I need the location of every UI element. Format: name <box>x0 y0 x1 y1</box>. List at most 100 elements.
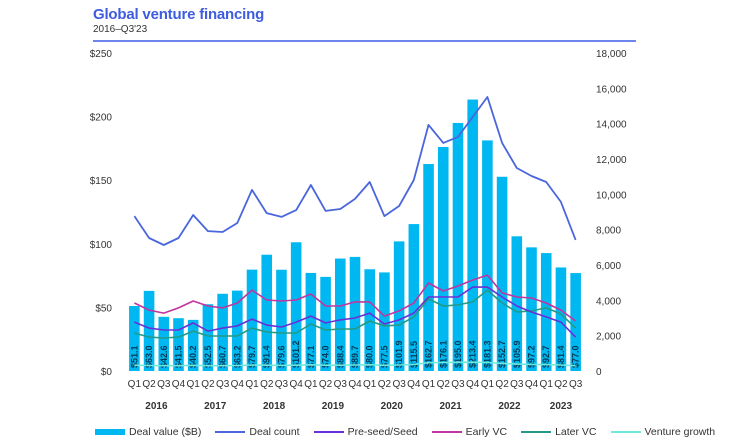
x-axis-quarter-label: Q2 <box>201 379 215 390</box>
bar-deal-value <box>187 319 199 371</box>
bar-deal-value <box>217 293 228 371</box>
x-axis-year-label: 2016 <box>145 401 168 412</box>
x-axis-quarter-label: Q2 <box>319 379 333 390</box>
x-axis-quarter-label: Q3 <box>334 379 348 390</box>
bar-data-label: $77.5 <box>379 345 389 368</box>
bar-data-label: $195.0 <box>453 340 463 368</box>
bar-data-label: $105.9 <box>512 340 522 368</box>
chart-subtitle: 2016–Q3'23 <box>93 24 148 35</box>
bar-deal-value <box>482 140 493 371</box>
bar-data-label: $181.3 <box>482 340 492 368</box>
line-series <box>133 96 577 367</box>
legend-line-swatch <box>215 431 246 433</box>
x-axis-quarter-label: Q1 <box>187 379 201 390</box>
x-axis-quarter-label: Q1 <box>422 379 436 390</box>
legend-label: Deal value ($B) <box>129 426 202 438</box>
right-axis-tick-label: 12,000 <box>596 155 627 166</box>
x-axis-quarter-label: Q1 <box>540 379 554 390</box>
bar-data-label: $176.1 <box>438 340 448 368</box>
bar-series-deal-value <box>129 99 581 372</box>
x-axis-quarter-label: Q1 <box>304 379 318 390</box>
bar-deal-value <box>290 242 302 371</box>
bar-deal-value <box>540 253 552 371</box>
x-axis-quarter-label: Q4 <box>525 379 539 390</box>
line-pre-seed-seed <box>134 286 577 338</box>
bar-deal-value <box>232 290 243 371</box>
bar-deal-value <box>570 273 581 371</box>
x-axis-year-label: 2021 <box>439 401 462 412</box>
bar-data-label: $89.7 <box>350 345 360 368</box>
bar-deal-value <box>158 316 170 371</box>
x-axis-year-label: 2020 <box>381 401 404 412</box>
x-axis-quarter-label: Q4 <box>466 379 480 390</box>
bar-deal-value <box>467 99 478 371</box>
legend-label: Early VC <box>465 426 508 438</box>
line-deal-count <box>133 96 577 246</box>
right-axis-tick-label: 16,000 <box>596 84 627 95</box>
bar-data-label: $80.0 <box>365 345 375 368</box>
bar-deal-value <box>423 164 434 371</box>
bar-deal-value <box>276 269 287 371</box>
right-axis-tick-label: 0 <box>596 367 602 378</box>
x-axis-quarter-label: Q4 <box>172 379 186 390</box>
line-early-vc <box>134 274 577 322</box>
bar-deal-value <box>379 272 390 371</box>
bar-data-label: $52.5 <box>203 345 213 368</box>
legend-label: Deal count <box>249 426 300 438</box>
bar-deal-value <box>320 276 331 371</box>
bar-deal-value <box>511 236 523 371</box>
right-axis-tick-label: 2,000 <box>596 332 621 343</box>
title-rule <box>93 40 636 42</box>
legend-item: Pre-seed/Seed <box>313 426 418 438</box>
x-axis-year-label: 2018 <box>263 401 286 412</box>
left-axis-tick-label: $200 <box>90 113 113 124</box>
bar-data-label: $60.7 <box>218 345 228 368</box>
x-axis-quarter-label: Q4 <box>407 379 421 390</box>
bar-deal-value <box>349 256 361 371</box>
x-axis: Q1 Q2 Q3 Q4 Q1 Q2 Q3 Q4 Q1 Q2 Q3 Q4 Q1 Q2 Q3 Q4 Q1 Q2 Q3 Q4… <box>128 379 583 412</box>
bar-data-label: $40.2 <box>188 345 198 368</box>
bar-deal-value <box>261 254 273 371</box>
x-axis-quarter-label: Q3 <box>510 379 524 390</box>
x-axis-quarter-label: Q3 <box>275 379 289 390</box>
right-axis-tick-label: 10,000 <box>596 190 627 201</box>
bar-deal-value <box>143 290 155 371</box>
bar-deal-value <box>555 267 567 371</box>
bar-deal-value <box>393 241 405 371</box>
x-axis-quarter-label: Q4 <box>231 379 245 390</box>
left-axis: $0 $50 $100 $150 $200 $250 <box>90 49 113 378</box>
right-axis-tick-label: 18,000 <box>596 49 627 60</box>
bar-deal-value <box>202 304 214 371</box>
bar-deal-value <box>364 269 376 371</box>
x-axis-year-label: 2017 <box>204 401 227 412</box>
right-axis-tick-label: 8,000 <box>596 226 621 237</box>
bar-deal-value <box>496 176 508 371</box>
x-axis-quarter-label: Q2 <box>260 379 274 390</box>
legend-item: Venture growth <box>610 426 716 438</box>
legend-label: Venture growth <box>644 426 716 438</box>
x-axis-quarter-label: Q1 <box>128 379 142 390</box>
bar-data-label: $81.4 <box>556 345 566 368</box>
x-axis-quarter-label: Q4 <box>289 379 303 390</box>
bar-data-label: $63.0 <box>144 345 154 368</box>
legend-label: Pre-seed/Seed <box>347 426 418 438</box>
right-axis: 0 2,000 4,000 6,000 8,000 10,000 12,000 14,000 1… <box>596 49 627 378</box>
bar-data-label: $162.7 <box>424 340 434 368</box>
x-axis-quarter-label: Q3 <box>157 379 171 390</box>
bar-data-label: $41.5 <box>173 345 183 368</box>
bar-data-label: $115.5 <box>409 341 419 368</box>
chart-title: Global venture financing <box>93 6 265 23</box>
left-axis-tick-label: $150 <box>90 176 113 187</box>
left-axis-tick-label: $0 <box>101 367 113 378</box>
legend-label: Later VC <box>555 426 597 438</box>
right-axis-tick-label: 4,000 <box>596 296 621 307</box>
x-axis-quarter-label: Q3 <box>392 379 406 390</box>
x-axis-quarter-label: Q4 <box>348 379 362 390</box>
x-axis-quarter-label: Q2 <box>495 379 509 390</box>
bar-data-label: $101.2 <box>291 340 301 368</box>
bar-data-label: $101.9 <box>394 340 404 368</box>
line-venture-growth <box>134 361 576 367</box>
bar-deal-value <box>526 247 537 371</box>
legend-item: Early VC <box>431 426 508 438</box>
